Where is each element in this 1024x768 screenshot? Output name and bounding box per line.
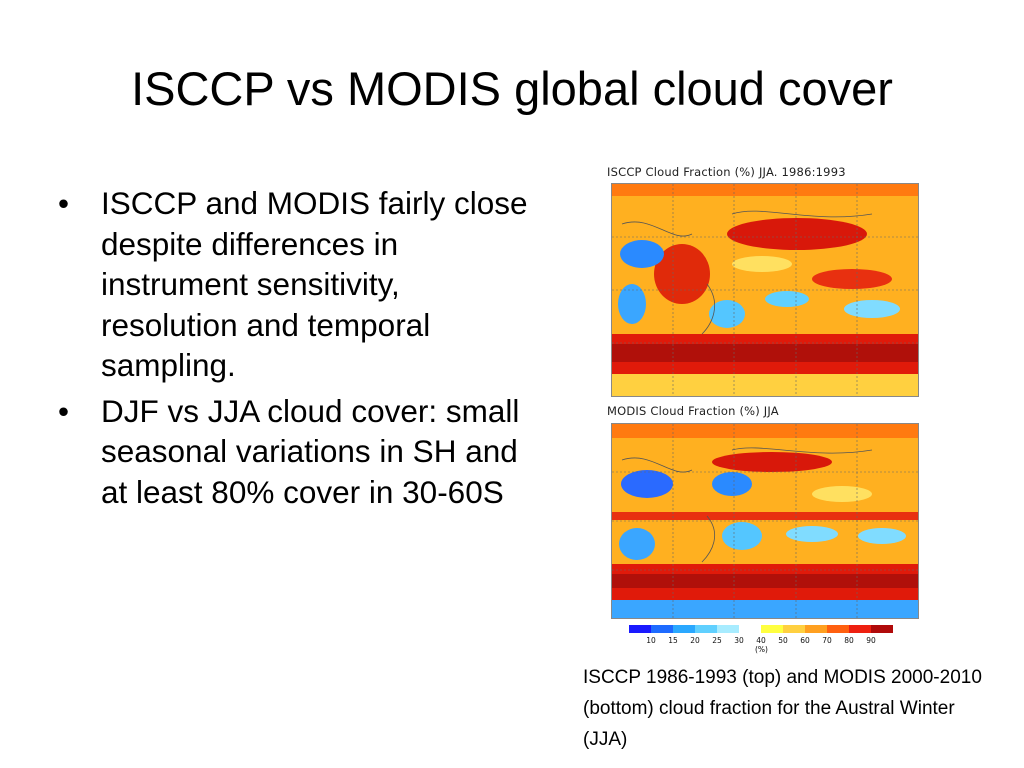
colorbar-tick-label: 10 — [646, 636, 656, 645]
colorbar-tick-label: 50 — [778, 636, 788, 645]
colorbar-tick-label: 90 — [866, 636, 876, 645]
colorbar-segment — [871, 625, 893, 633]
colorbar-segment — [651, 625, 673, 633]
bullet-text: DJF vs JJA cloud cover: small seasonal v… — [101, 392, 520, 510]
colorbar-tick-label: 20 — [690, 636, 700, 645]
colorbar-unit: (%) — [755, 645, 768, 654]
colorbar-segment — [805, 625, 827, 633]
colorbar-segment — [783, 625, 805, 633]
colorbar-segment — [673, 625, 695, 633]
colorbar-segment — [717, 625, 739, 633]
colorbar-tick-label: 25 — [712, 636, 722, 645]
slide-title: ISCCP vs MODIS global cloud cover — [131, 62, 893, 115]
bullet-symbol: • — [58, 185, 70, 221]
colorbar — [629, 625, 893, 633]
bullet-list: • ISCCP and MODIS fairly close despite d… — [58, 183, 538, 517]
colorbar-segment — [629, 625, 651, 633]
top-map-label: ISCCP Cloud Fraction (%) JJA. 1986:1993 — [607, 165, 846, 179]
bullet-item: • ISCCP and MODIS fairly close despite d… — [58, 183, 538, 386]
colorbar-segment — [739, 625, 761, 633]
colorbar-segment — [695, 625, 717, 633]
colorbar-tick-label: 40 — [756, 636, 766, 645]
modis-map-graphic — [612, 424, 918, 618]
colorbar-ticks: 10 15 20 25 30 40 50 60 70 80 90 — [629, 636, 893, 648]
modis-cloud-map — [611, 423, 919, 619]
colorbar-tick-label: 80 — [844, 636, 854, 645]
isccp-map-graphic — [612, 184, 918, 396]
isccp-cloud-map — [611, 183, 919, 397]
colorbar-segment — [761, 625, 783, 633]
bullet-item: • DJF vs JJA cloud cover: small seasonal… — [58, 391, 538, 513]
colorbar-tick-label: 15 — [668, 636, 678, 645]
colorbar-segment — [827, 625, 849, 633]
colorbar-tick-label: 70 — [822, 636, 832, 645]
bullet-text: ISCCP and MODIS fairly close despite dif… — [101, 185, 528, 383]
figure-caption: ISCCP 1986-1993 (top) and MODIS 2000-201… — [583, 667, 982, 750]
colorbar-segment — [849, 625, 871, 633]
bullet-symbol: • — [58, 392, 70, 429]
colorbar-tick-label: 30 — [734, 636, 744, 645]
bottom-map-label: MODIS Cloud Fraction (%) JJA — [607, 404, 779, 418]
cloud-fraction-figure: ISCCP Cloud Fraction (%) JJA. 1986:1993 — [605, 165, 923, 655]
colorbar-tick-label: 60 — [800, 636, 810, 645]
